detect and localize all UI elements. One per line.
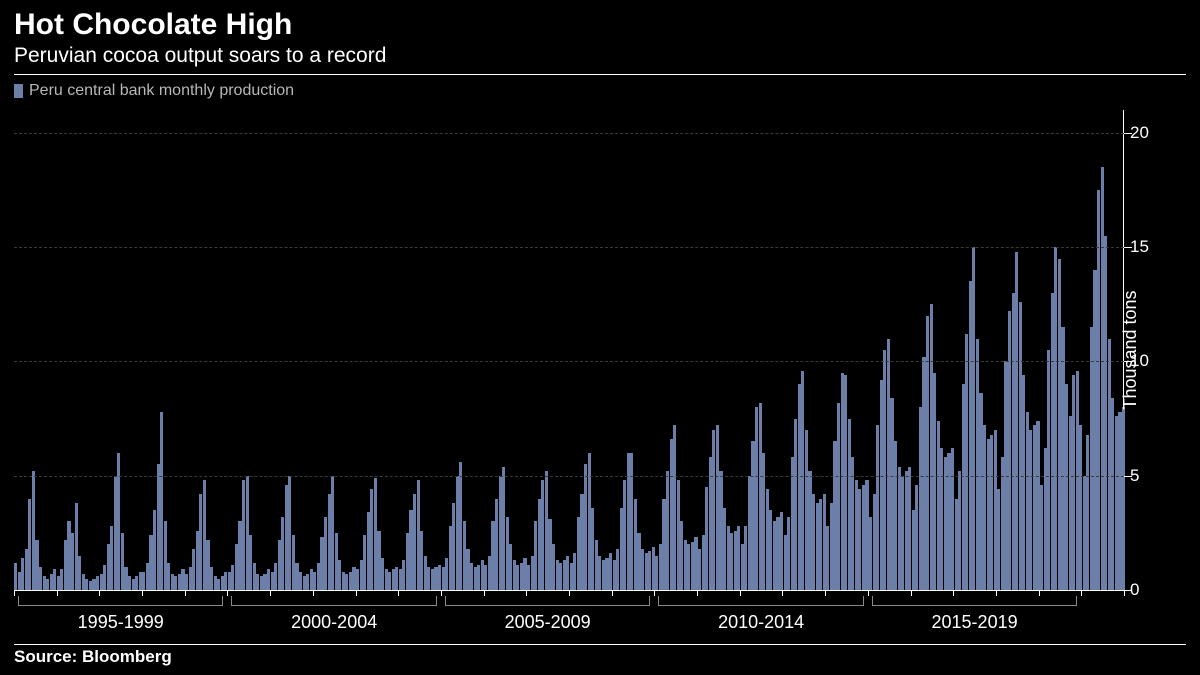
y-tick-label: 0: [1130, 580, 1170, 600]
chart-subtitle: Peruvian cocoa output soars to a record: [14, 44, 386, 68]
separator-bottom: [14, 644, 1186, 645]
x-tick: [313, 590, 314, 596]
x-group-bracket: [445, 596, 650, 606]
x-group-bracket: [872, 596, 1077, 606]
x-group-bracket: [658, 596, 863, 606]
grid-line: [14, 476, 1124, 477]
x-tick: [142, 590, 143, 596]
x-group-label: 1995-1999: [78, 612, 164, 633]
legend: Peru central bank monthly production: [14, 82, 294, 100]
x-tick: [868, 590, 869, 596]
x-tick: [911, 590, 912, 596]
y-tick-label: 5: [1130, 466, 1170, 486]
x-tick: [398, 590, 399, 596]
x-tick: [996, 590, 997, 596]
x-brackets: [14, 596, 1124, 608]
y-axis-label: Thousand tons: [1120, 290, 1141, 409]
x-tick: [740, 590, 741, 596]
legend-label: Peru central bank monthly production: [29, 82, 294, 100]
x-group-bracket: [231, 596, 436, 606]
x-group-label: 2015-2019: [932, 612, 1018, 633]
x-tick: [270, 590, 271, 596]
legend-swatch: [14, 84, 23, 98]
x-tick: [441, 590, 442, 596]
x-tick: [825, 590, 826, 596]
source-label: Source: Bloomberg: [14, 647, 172, 667]
x-tick: [227, 590, 228, 596]
grid-line: [14, 361, 1124, 362]
x-tick: [526, 590, 527, 596]
plot-area: 05101520 Thousand tons: [14, 110, 1124, 590]
y-tick-label: 20: [1130, 123, 1170, 143]
bars-container: [14, 110, 1124, 590]
x-group-label: 2010-2014: [718, 612, 804, 633]
y-tick-label: 15: [1130, 237, 1170, 257]
x-tick: [1124, 590, 1125, 596]
x-tick: [356, 590, 357, 596]
x-tick: [612, 590, 613, 596]
x-tick: [57, 590, 58, 596]
x-group-label: 2005-2009: [505, 612, 591, 633]
x-tick: [953, 590, 954, 596]
x-tick: [99, 590, 100, 596]
x-group-bracket: [18, 596, 223, 606]
x-tick: [654, 590, 655, 596]
x-group-label: 2000-2004: [291, 612, 377, 633]
x-tick: [14, 590, 15, 596]
x-tick: [569, 590, 570, 596]
x-tick: [1039, 590, 1040, 596]
grid-line: [14, 133, 1124, 134]
x-tick: [484, 590, 485, 596]
grid-line: [14, 247, 1124, 248]
separator-top: [14, 74, 1186, 75]
x-tick: [782, 590, 783, 596]
x-tick: [185, 590, 186, 596]
x-tick: [1081, 590, 1082, 596]
x-tick: [697, 590, 698, 596]
chart-title: Hot Chocolate High: [14, 8, 292, 42]
bar: [1122, 407, 1125, 590]
x-axis: 1995-1999 2000-2004 2005-2009 2010-2014 2015…: [14, 590, 1124, 640]
